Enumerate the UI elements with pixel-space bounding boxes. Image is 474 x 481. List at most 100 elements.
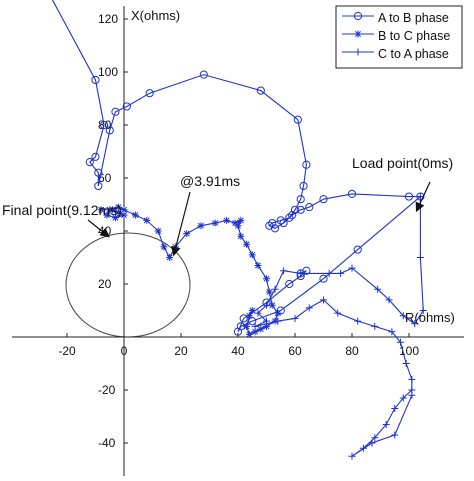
data-point-c-to-a-phase [391, 405, 399, 413]
data-point-b-to-c-phase [263, 275, 270, 283]
data-point-a-to-b-phase [302, 160, 311, 169]
data-point-a-to-b-phase [296, 205, 305, 214]
x-tick-label: -20 [58, 344, 76, 358]
data-point-a-to-b-phase [99, 120, 109, 130]
data-point-b-to-c-phase [183, 230, 191, 238]
data-point-b-to-c-phase [106, 206, 114, 214]
x-axis-label: R(ohms) [405, 310, 455, 325]
data-point-b-to-c-phase [274, 309, 282, 317]
data-point-c-to-a-phase [337, 269, 345, 277]
data-point-a-to-b-phase [296, 195, 305, 204]
data-point-b-to-c-phase [268, 301, 276, 309]
data-point-b-to-c-phase [254, 261, 262, 269]
data-point-b-to-c-phase [263, 322, 270, 330]
data-point-a-to-b-phase [319, 274, 328, 283]
annotation-load-point-arrow [415, 181, 431, 213]
data-point-c-to-a-phase [297, 269, 305, 277]
data-point-a-to-b-phase [319, 195, 328, 204]
data-point-c-to-a-phase [402, 360, 410, 367]
data-point-b-to-c-phase [111, 214, 119, 222]
data-point-a-to-b-phase [270, 224, 280, 233]
data-point-a-to-b-phase [94, 168, 103, 177]
data-point-a-to-b-phase [285, 213, 294, 222]
data-point-a-to-b-phase [288, 211, 297, 220]
data-point-c-to-a-phase [374, 285, 382, 293]
data-point-c-to-a-phase [388, 328, 396, 336]
data-point-c-to-a-phase [274, 317, 282, 325]
data-point-a-to-b-phase [293, 115, 302, 124]
data-point-b-to-c-phase [248, 307, 256, 314]
data-point-c-to-a-phase [305, 304, 313, 312]
data-point-b-to-c-phase [257, 325, 265, 333]
annotation-final-point-text: Final point(9.12ms) [2, 202, 122, 218]
series-a-to-b-phase [51, 0, 425, 336]
data-point-a-to-b-phase [94, 181, 103, 191]
data-point-b-to-c-phase [237, 216, 245, 224]
series-line-b-to-c-phase [101, 206, 279, 336]
data-point-c-to-a-phase [348, 264, 356, 272]
y-tick-label: 100 [98, 65, 118, 79]
data-point-b-to-c-phase [120, 211, 128, 219]
data-point-c-to-a-phase [419, 307, 427, 314]
data-point-c-to-a-phase [371, 434, 379, 442]
y-tick-label: -40 [98, 436, 116, 450]
data-point-a-to-b-phase [105, 126, 114, 135]
data-point-a-to-b-phase [347, 189, 357, 198]
data-point-b-to-c-phase [251, 328, 259, 336]
x-tick-label: 80 [345, 344, 359, 358]
data-point-c-to-a-phase [325, 269, 333, 277]
data-point-c-to-a-phase [263, 301, 270, 309]
data-point-c-to-a-phase [348, 452, 356, 460]
data-point-c-to-a-phase [396, 338, 404, 346]
data-point-b-to-c-phase [166, 254, 174, 261]
data-point-c-to-a-phase [399, 394, 407, 402]
data-point-c-to-a-phase [368, 439, 376, 447]
legend-entry-a-to-b: A to B phase [378, 11, 449, 25]
legend-marker-a-to-b-phase [353, 11, 363, 21]
legend-marker-b-to-c-phase [354, 30, 362, 38]
y-tick-label: 40 [98, 224, 112, 238]
legend-entry-b-to-c: B to C phase [378, 29, 450, 43]
data-point-a-to-b-phase [248, 317, 257, 326]
series-c-to-a-phase [251, 193, 427, 460]
data-point-a-to-b-phase [122, 102, 131, 111]
series-b-to-c-phase [97, 203, 282, 338]
annotation-3-91ms: @3.91ms [171, 173, 240, 257]
annotation-load-point: Load point(0ms) [352, 155, 453, 213]
data-point-b-to-c-phase [131, 211, 139, 219]
y-tick-label: 20 [98, 277, 112, 291]
data-point-c-to-a-phase [391, 431, 399, 439]
series-lines [51, 0, 427, 460]
x-tick-label: 60 [288, 344, 302, 358]
data-point-a-to-b-phase [111, 107, 120, 116]
data-point-b-to-c-phase [231, 219, 239, 227]
data-point-b-to-c-phase [245, 312, 253, 320]
data-point-a-to-b-phase [91, 152, 100, 161]
data-point-a-to-b-phase [256, 86, 265, 95]
data-point-c-to-a-phase [411, 320, 419, 328]
data-point-c-to-a-phase [408, 391, 416, 399]
data-point-c-to-a-phase [291, 314, 299, 322]
annotation-load-point-text: Load point(0ms) [352, 155, 453, 171]
data-point-c-to-a-phase [263, 317, 270, 325]
data-point-c-to-a-phase [416, 254, 424, 261]
data-point-b-to-c-phase [143, 216, 151, 224]
data-point-c-to-a-phase [271, 285, 279, 293]
data-point-a-to-b-phase [276, 216, 285, 225]
x-tick-label: 0 [121, 344, 128, 358]
data-point-b-to-c-phase [154, 227, 162, 235]
series-line-c-to-a-phase [254, 196, 424, 457]
data-point-c-to-a-phase [320, 296, 327, 304]
annotation-3-91ms-text: @3.91ms [180, 173, 240, 189]
legend-entry-c-to-a: C to A phase [378, 47, 449, 61]
data-point-c-to-a-phase [254, 309, 262, 317]
data-point-a-to-b-phase [85, 158, 94, 167]
y-tick-label: -20 [98, 383, 116, 397]
annotation-final-point-arrow [87, 219, 110, 238]
data-point-a-to-b-phase [199, 70, 208, 79]
legend-symbols [342, 11, 374, 56]
data-point-b-to-c-phase [234, 222, 242, 230]
data-point-b-to-c-phase [245, 330, 253, 338]
data-point-c-to-a-phase [354, 317, 362, 325]
